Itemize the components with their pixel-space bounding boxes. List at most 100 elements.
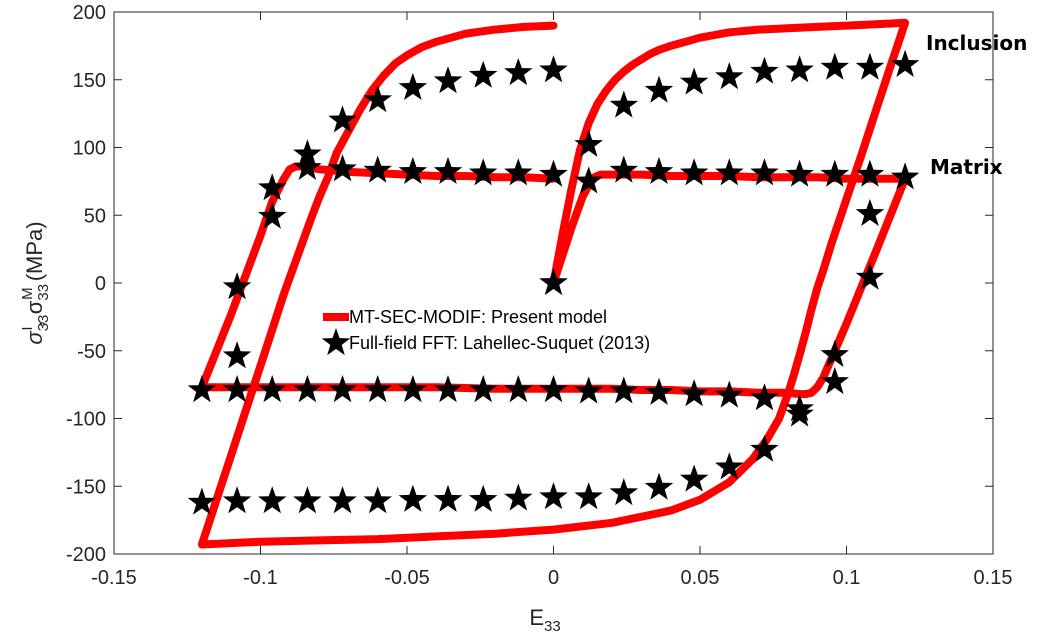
legend: MT-SEC-MODIF: Present model Full-field F… — [321, 307, 650, 356]
fft-star-point — [785, 394, 814, 422]
fft-star-point — [328, 375, 357, 403]
legend-marker-fft — [321, 328, 351, 356]
fft-star-point — [258, 486, 287, 514]
x-tick-label: -0.1 — [243, 567, 277, 589]
fft-star-point — [574, 376, 603, 404]
fft-star-point — [644, 472, 674, 500]
fft-star-point — [398, 375, 428, 403]
fft-star-point — [539, 55, 568, 83]
series-layer — [187, 18, 920, 549]
fft-star-point — [855, 52, 885, 80]
x-tick-label: 0.1 — [833, 567, 861, 589]
legend-label-fft: Full-field FFT: Lahellec-Suquet (2013) — [349, 333, 650, 353]
fft-star-point — [820, 159, 849, 187]
fft-star-point — [574, 482, 603, 510]
fft-star-point — [539, 159, 568, 187]
fft-star-point — [293, 152, 322, 180]
fft-star-point — [222, 341, 252, 369]
fft-star-point — [715, 380, 744, 408]
y-tick-label: -200 — [66, 544, 106, 566]
legend-star-shape — [321, 328, 351, 356]
fft-star-point — [609, 155, 639, 183]
fft-star-point — [504, 158, 533, 186]
x-tick-label: 0.15 — [974, 567, 1013, 589]
fft-star-point — [539, 482, 568, 510]
y-tick-label: 100 — [73, 138, 106, 160]
fft-star-point — [539, 268, 568, 296]
fft-star-point — [574, 129, 603, 157]
x-axis-label: E33 — [529, 605, 560, 635]
fft-star-point — [293, 375, 322, 403]
annotation-inclusion: Inclusion — [926, 31, 1027, 55]
y-tick-labels: -200 -150 -100 -50 0 50 100 150 200 — [66, 2, 106, 566]
fft-star-point — [398, 484, 428, 512]
x-tick-label: 0 — [548, 567, 559, 589]
fft-star-point — [187, 375, 217, 403]
legend-label-model: MT-SEC-MODIF: Present model — [349, 307, 607, 327]
fft-star-point — [222, 272, 252, 300]
fft-star-point — [363, 375, 392, 403]
fft-star-point — [750, 383, 779, 411]
fft-star-point — [855, 159, 885, 187]
model-curve — [197, 18, 910, 549]
fft-star-point — [679, 158, 709, 186]
fft-star-point — [328, 154, 357, 182]
fft-star-point — [890, 49, 920, 77]
fft-star-point — [679, 464, 709, 492]
fft-star-point — [363, 85, 392, 113]
fft-star-point — [855, 262, 885, 290]
y-tick-label: -150 — [66, 476, 106, 498]
y-tick-label: 0 — [95, 273, 106, 295]
fft-star-point — [574, 166, 603, 194]
y-axis-label: σ33I, σ33M (MPa) — [19, 221, 52, 344]
fft-star-point — [433, 66, 463, 94]
fft-star-point — [644, 377, 674, 405]
fft-star-point — [504, 58, 533, 86]
ticks-layer — [113, 11, 994, 555]
y-tick-label: 150 — [73, 70, 106, 92]
x-tick-label: 0.05 — [681, 567, 720, 589]
fft-star-point — [750, 158, 779, 186]
fft-star-point — [433, 375, 463, 403]
fft-star-point — [820, 52, 849, 80]
fft-star-point — [398, 156, 428, 184]
fft-star-point — [785, 159, 814, 187]
fft-star-point — [468, 375, 498, 403]
fft-star-point — [820, 366, 849, 395]
fft-star-point — [785, 55, 814, 83]
fft-star-point — [363, 155, 392, 183]
fft-star-point — [222, 375, 252, 403]
fft-star-point — [363, 486, 392, 514]
x-tick-label: -0.15 — [91, 567, 137, 589]
y-tick-label: 50 — [84, 205, 106, 227]
fft-star-point — [222, 486, 252, 514]
fft-star-point — [328, 105, 357, 133]
annotation-matrix: Matrix — [930, 155, 1003, 179]
fft-star-point — [820, 339, 849, 367]
fft-star-point — [679, 67, 709, 95]
fft-star-point — [328, 486, 357, 514]
fft-star-point — [258, 375, 287, 403]
x-tick-labels: -0.15 -0.1 -0.05 0 0.05 0.1 0.15 — [91, 567, 1012, 589]
fft-star-point — [644, 156, 674, 184]
fft-star-point — [468, 158, 498, 186]
fft-star-point — [468, 484, 498, 512]
fft-star-point — [644, 75, 674, 103]
x-tick-label: -0.05 — [384, 567, 430, 589]
fft-star-point — [433, 156, 463, 184]
y-tick-label: -50 — [77, 341, 106, 363]
fft-star-point — [715, 158, 744, 186]
fft-star-point — [609, 376, 639, 404]
fft-star-point — [187, 487, 217, 515]
fft-star-point — [890, 162, 920, 190]
fft-star-point — [258, 173, 287, 201]
fft-star-point — [750, 56, 779, 84]
y-tick-label: 200 — [73, 2, 106, 24]
fft-star-point — [504, 375, 533, 403]
fft-star-point — [679, 379, 709, 407]
fft-star-point — [715, 452, 744, 480]
fft-star-point — [433, 484, 463, 512]
fft-star-point — [609, 478, 639, 506]
fft-star-point — [398, 72, 428, 100]
